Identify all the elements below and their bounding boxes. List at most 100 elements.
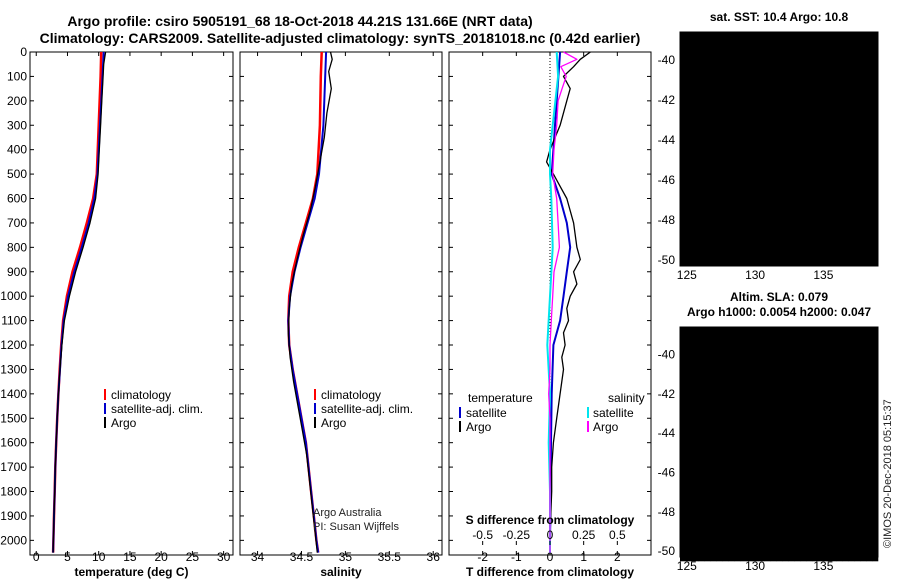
map-cell — [680, 176, 687, 183]
map-cell — [800, 188, 807, 195]
map-cell — [776, 236, 783, 243]
legend-entry: satellite — [466, 406, 507, 420]
map-cell — [782, 146, 789, 153]
map-cell — [854, 447, 861, 454]
map-cell — [764, 381, 771, 388]
map-cell — [830, 140, 837, 147]
map-cell — [722, 417, 729, 424]
map-cell — [788, 218, 795, 225]
map-cell — [710, 122, 717, 129]
map-cell — [854, 164, 861, 171]
map-cell — [728, 194, 735, 201]
map-cell — [824, 44, 831, 51]
map-cell — [788, 176, 795, 183]
map-cell — [854, 411, 861, 418]
map-cell — [842, 206, 849, 213]
map-cell — [680, 507, 687, 514]
map-cell — [698, 513, 705, 520]
map-cell — [776, 441, 783, 448]
map-cell — [866, 513, 873, 520]
map-cell — [782, 447, 789, 454]
map-cell — [842, 381, 849, 388]
map-cell — [740, 56, 747, 63]
map-cell — [776, 38, 783, 45]
map-cell — [830, 146, 837, 153]
map-cell — [782, 50, 789, 57]
map-cell — [806, 104, 813, 111]
series-line-s-argo — [548, 51, 578, 553]
map-cell — [842, 80, 849, 87]
map-cell — [812, 134, 819, 141]
map-cell — [746, 369, 753, 376]
map-cell — [764, 357, 771, 364]
map-cell — [776, 543, 783, 550]
map-cell — [734, 224, 741, 231]
map-cell — [746, 453, 753, 460]
map-cell — [872, 32, 879, 39]
map-cell — [698, 188, 705, 195]
map-cell — [866, 369, 873, 376]
map-cell — [740, 68, 747, 75]
map-cell — [860, 122, 867, 129]
map-cell — [848, 465, 855, 472]
map-cell — [770, 459, 777, 466]
map-cell — [704, 507, 711, 514]
map-cell — [776, 345, 783, 352]
map-cell — [800, 254, 807, 261]
map-cell — [692, 477, 699, 484]
map-cell — [866, 465, 873, 472]
map-cell — [794, 495, 801, 502]
map-cell — [800, 170, 807, 177]
map-cell — [704, 441, 711, 448]
map-cell — [692, 525, 699, 532]
map-cell — [830, 435, 837, 442]
map-cell — [854, 417, 861, 424]
map-cell — [800, 248, 807, 255]
map-cell — [680, 116, 687, 123]
map-cell — [866, 393, 873, 400]
map-cell — [764, 375, 771, 382]
map-cell — [800, 224, 807, 231]
map-cell — [758, 74, 765, 81]
map-cell — [746, 230, 753, 237]
map-cell — [848, 68, 855, 75]
map-cell — [806, 531, 813, 538]
map-cell — [824, 339, 831, 346]
map-cell — [710, 44, 717, 51]
map-cell — [872, 242, 879, 249]
map-cell — [794, 555, 801, 562]
map-cell — [794, 477, 801, 484]
map-cell — [842, 98, 849, 105]
map-cell — [866, 200, 873, 207]
map-cell — [686, 170, 693, 177]
map-cell — [866, 218, 873, 225]
map-cell — [842, 537, 849, 544]
map-cell — [746, 441, 753, 448]
map-cell — [686, 489, 693, 496]
map-cell — [710, 555, 717, 562]
map-cell — [818, 32, 825, 39]
map-cell — [692, 260, 699, 267]
map-cell — [704, 405, 711, 412]
map-cell — [854, 477, 861, 484]
map-cell — [704, 543, 711, 550]
map-cell — [818, 489, 825, 496]
map-cell — [716, 477, 723, 484]
map-cell — [746, 194, 753, 201]
map-cell — [872, 465, 879, 472]
map-cell — [764, 44, 771, 51]
map-cell — [794, 80, 801, 87]
map-cell — [860, 224, 867, 231]
map-cell — [782, 194, 789, 201]
map-cell — [842, 164, 849, 171]
map-cell — [728, 254, 735, 261]
map-cell — [830, 128, 837, 135]
map-cell — [734, 56, 741, 63]
map-cell — [704, 459, 711, 466]
map-cell — [818, 537, 825, 544]
map-cell — [824, 381, 831, 388]
map-cell — [752, 435, 759, 442]
map-cell — [830, 429, 837, 436]
map-cell — [782, 429, 789, 436]
map-cell — [836, 417, 843, 424]
